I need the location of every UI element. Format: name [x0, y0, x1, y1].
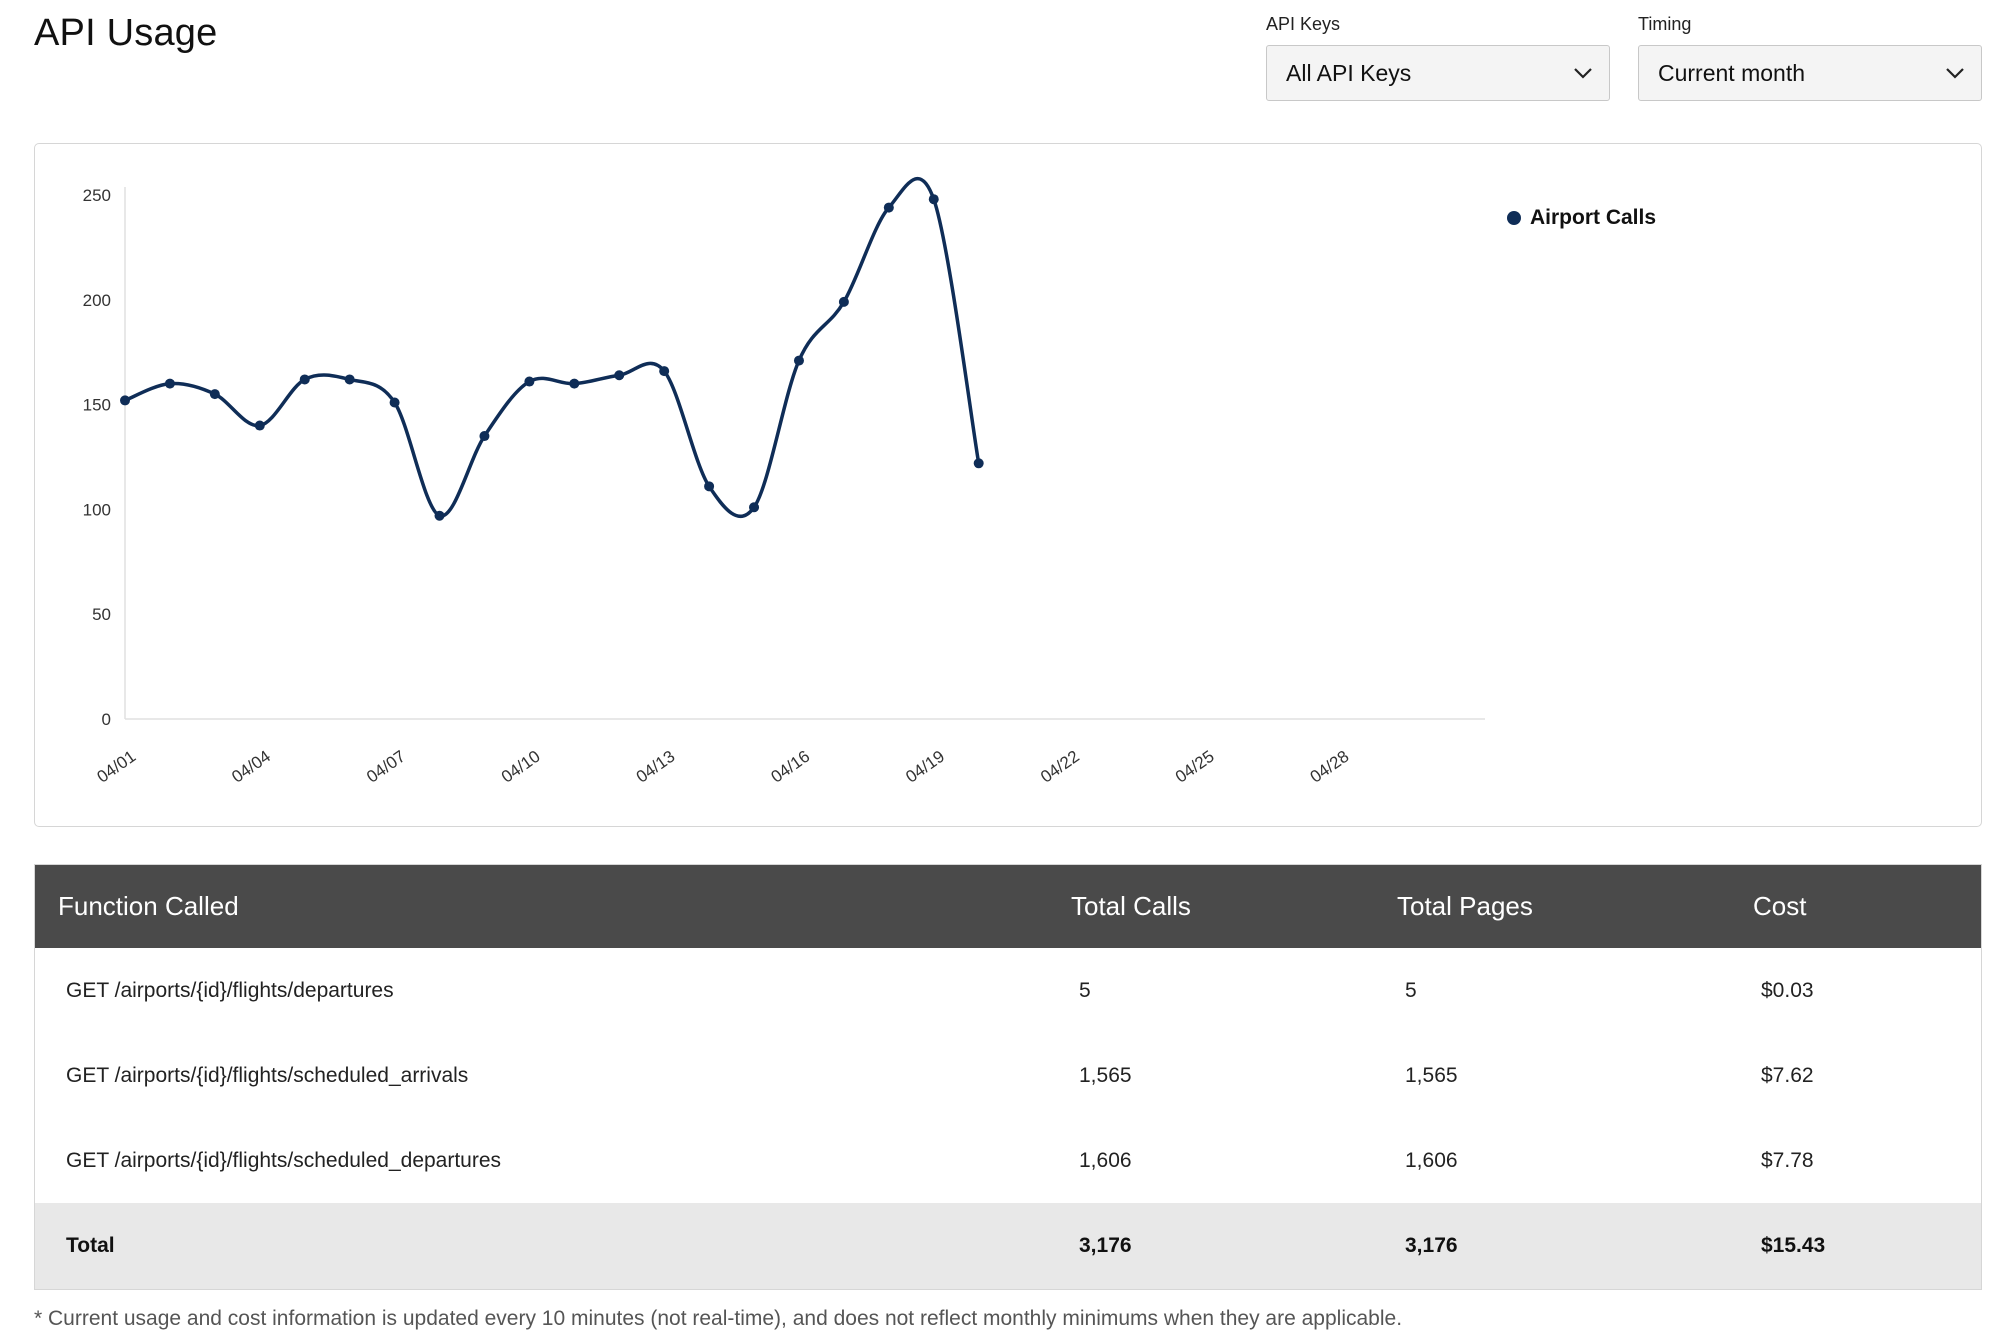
header-cost: Cost	[1753, 891, 1807, 921]
cell-function: GET /airports/{id}/flights/departures	[66, 978, 394, 1002]
data-point	[928, 194, 939, 205]
data-point	[883, 202, 894, 213]
chevron-down-icon	[1946, 68, 1964, 79]
cell-pages: 1,606	[1405, 1148, 1458, 1172]
table-row: GET /airports/{id}/flights/scheduled_arr…	[35, 1033, 1981, 1118]
x-tick-label: 04/04	[228, 747, 274, 787]
data-point	[479, 431, 490, 442]
y-tick-label: 200	[83, 291, 111, 310]
table-header: Function Called Total Calls Total Pages …	[35, 865, 1981, 948]
data-point	[838, 296, 849, 307]
x-tick-label: 04/10	[498, 747, 544, 787]
x-axis: 04/01 04/04 04/07 04/10 04/13 04/16 04/19 04/22…	[94, 718, 1485, 787]
api-keys-select-value: All API Keys	[1286, 59, 1412, 86]
y-tick-label: 250	[83, 186, 111, 205]
y-tick-label: 50	[92, 605, 111, 624]
cell-function: GET /airports/{id}/flights/scheduled_dep…	[66, 1148, 502, 1172]
table-row: GET /airports/{id}/flights/departures 5 …	[35, 948, 1981, 1033]
timing-select-value: Current month	[1658, 59, 1806, 86]
timing-label: Timing	[1638, 14, 1692, 34]
total-pages: 3,176	[1405, 1234, 1458, 1257]
page-title: API Usage	[34, 12, 218, 54]
data-point	[704, 481, 715, 492]
cell-cost: $0.03	[1761, 978, 1814, 1002]
chart-legend[interactable]: Airport Calls	[1507, 206, 1656, 230]
total-label: Total	[66, 1234, 115, 1257]
api-keys-label: API Keys	[1266, 14, 1341, 34]
data-point	[254, 420, 265, 431]
legend-dot-icon	[1507, 211, 1521, 225]
data-point	[209, 389, 220, 400]
chevron-down-icon	[1574, 68, 1592, 79]
table-total-row: Total 3,176 3,176 $15.43	[35, 1203, 1981, 1289]
x-tick-label: 04/22	[1037, 747, 1083, 787]
api-keys-filter: API Keys All API Keys	[1266, 14, 1610, 101]
header-function: Function Called	[58, 891, 239, 921]
api-keys-select[interactable]: All API Keys	[1266, 45, 1610, 101]
total-calls: 3,176	[1079, 1234, 1132, 1257]
x-tick-label: 04/19	[902, 747, 948, 787]
total-cost: $15.43	[1761, 1234, 1826, 1257]
data-point	[659, 366, 670, 377]
cell-calls: 1,606	[1079, 1148, 1132, 1172]
cell-calls: 5	[1079, 978, 1091, 1002]
series-airport-calls	[120, 176, 984, 521]
cell-pages: 1,565	[1405, 1063, 1458, 1087]
usage-line-chart: 250 200 150 100 50 0 04/01 04/04 04/07 04/10 04/1…	[83, 176, 1485, 787]
data-point	[389, 397, 400, 408]
data-point	[973, 458, 984, 469]
data-point	[524, 376, 535, 387]
cell-pages: 5	[1405, 978, 1417, 1002]
x-tick-label: 04/01	[94, 747, 140, 787]
data-point	[164, 378, 175, 389]
cell-calls: 1,565	[1079, 1063, 1132, 1087]
y-axis: 250 200 150 100 50 0	[83, 186, 126, 729]
usage-footnote: * Current usage and cost information is …	[34, 1307, 1403, 1330]
data-point	[299, 374, 310, 385]
timing-filter: Timing Current month	[1638, 14, 1982, 101]
data-point	[749, 502, 760, 513]
x-tick-label: 04/16	[768, 747, 814, 787]
data-point	[344, 374, 355, 385]
data-point	[569, 378, 580, 389]
y-tick-label: 150	[83, 396, 111, 415]
header-total-pages: Total Pages	[1397, 891, 1533, 921]
data-point	[120, 395, 130, 406]
cell-cost: $7.62	[1761, 1063, 1814, 1087]
data-point	[434, 510, 445, 521]
usage-chart-card: 250 200 150 100 50 0 04/01 04/04 04/07 04/10 04/1…	[34, 143, 1982, 827]
y-tick-label: 0	[102, 710, 111, 729]
legend-label: Airport Calls	[1530, 206, 1657, 229]
timing-select[interactable]: Current month	[1638, 45, 1982, 101]
cell-function: GET /airports/{id}/flights/scheduled_arr…	[66, 1063, 469, 1087]
header-total-calls: Total Calls	[1071, 891, 1191, 921]
y-tick-label: 100	[83, 500, 111, 519]
cell-cost: $7.78	[1761, 1148, 1814, 1172]
x-tick-label: 04/28	[1307, 747, 1353, 787]
usage-table: Function Called Total Calls Total Pages …	[34, 864, 1982, 1290]
x-tick-label: 04/07	[363, 747, 409, 787]
data-point	[614, 370, 625, 381]
table-row: GET /airports/{id}/flights/scheduled_dep…	[35, 1118, 1981, 1203]
x-tick-label: 04/13	[633, 747, 679, 787]
x-tick-label: 04/25	[1172, 747, 1218, 787]
series-line	[124, 176, 981, 518]
data-point	[793, 355, 804, 366]
